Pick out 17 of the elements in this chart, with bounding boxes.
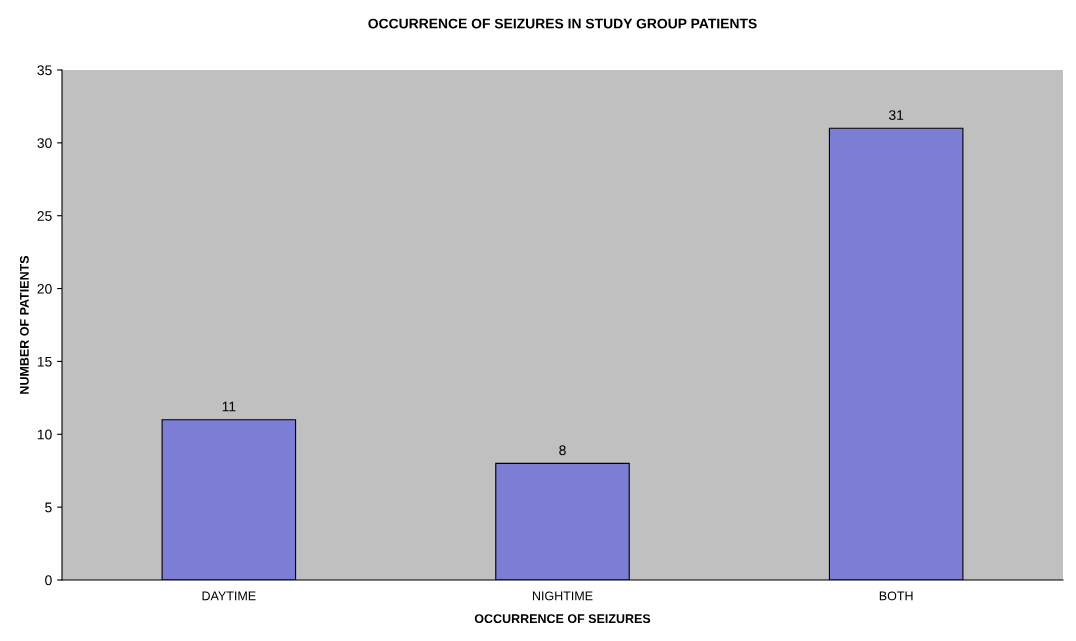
y-tick-label: 15 (37, 356, 52, 367)
y-tick-label: 0 (45, 575, 52, 586)
y-axis-title: NUMBER OF PATIENTS (19, 255, 29, 394)
data-label: 8 (559, 445, 566, 456)
x-tick-label: NIGHTIME (532, 591, 593, 601)
data-label: 11 (222, 401, 236, 412)
x-tick-label: DAYTIME (202, 591, 256, 601)
x-tick-label: BOTH (879, 591, 913, 601)
y-tick-label: 20 (37, 283, 52, 294)
y-tick-label: 30 (37, 138, 52, 149)
y-tick-label: 10 (37, 429, 52, 440)
y-tick-label: 35 (37, 65, 52, 76)
y-tick-label: 25 (37, 211, 52, 221)
y-tick-label: 5 (45, 502, 52, 513)
data-label: 31 (888, 110, 904, 120)
x-axis-title: OCCURRENCE OF SEIZURES (474, 614, 651, 624)
chart-title: OCCURRENCE OF SEIZURES IN STUDY GROUP PATIENTS (368, 18, 757, 29)
